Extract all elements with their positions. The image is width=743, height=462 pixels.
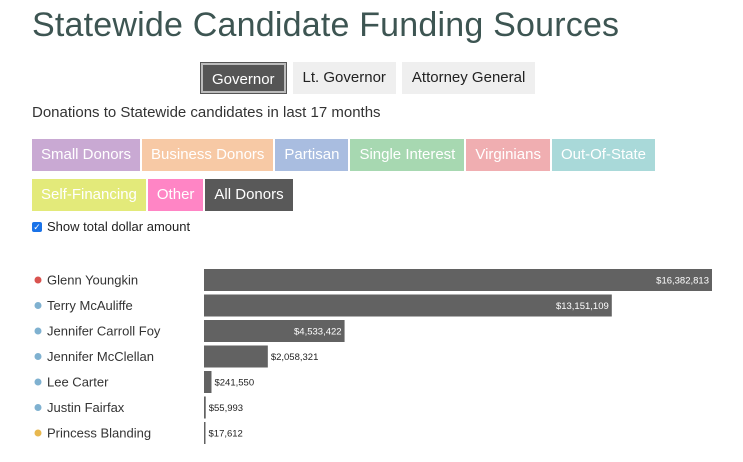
checkbox-checked-icon[interactable]: ✓ <box>32 221 42 232</box>
show-total-toggle[interactable]: ✓ Show total dollar amount <box>32 219 190 234</box>
bar-value-label: $17,612 <box>209 429 243 440</box>
party-dot <box>34 302 42 309</box>
candidate-label: Justin Fairfax <box>47 400 125 415</box>
party-dot <box>34 276 42 284</box>
office-tabs: Governor Lt. Governor Attorney General <box>200 62 541 94</box>
bar-value-label: $16,382,813 <box>656 276 709 287</box>
candidate-label: Jennifer Carroll Foy <box>47 324 161 339</box>
party-dot <box>34 429 42 437</box>
party-dot <box>34 327 42 335</box>
bar-value-label: $2,058,321 <box>271 352 319 363</box>
filter-small-donors[interactable]: Small Donors <box>32 139 141 171</box>
candidate-label: Glenn Youngkin <box>47 273 138 288</box>
bar-value-label: $4,533,422 <box>294 327 342 338</box>
party-dot <box>34 404 42 411</box>
filter-partisan[interactable]: Partisan <box>275 139 349 171</box>
candidate-label: Lee Carter <box>47 375 109 390</box>
show-total-label: Show total dollar amount <box>47 219 191 234</box>
page-title: Statewide Candidate Funding Sources <box>32 6 620 44</box>
filter-virginians[interactable]: Virginians <box>466 139 550 171</box>
chart-subtitle: Donations to Statewide candidates in las… <box>32 104 381 121</box>
filter-other[interactable]: Other <box>147 179 204 211</box>
tab-attorney-general[interactable]: Attorney General <box>401 62 536 94</box>
funding-bar <box>204 371 212 393</box>
filter-self-financing[interactable]: Self-Financing <box>32 179 146 211</box>
tab-governor[interactable]: Governor <box>200 62 287 94</box>
filter-all-donors[interactable]: All Donors <box>205 179 293 211</box>
candidate-label: Terry McAuliffe <box>47 298 133 313</box>
funding-bar-chart: Glenn Youngkin $16,382,813 Terry McAuliffe… <box>34 269 712 444</box>
tab-lt-governor[interactable]: Lt. Governor <box>292 62 396 94</box>
party-dot <box>34 353 42 360</box>
funding-bar <box>204 269 712 291</box>
bar-value-label: $241,550 <box>214 378 254 389</box>
funding-bar <box>204 422 206 444</box>
candidate-label: Princess Blanding <box>47 426 151 441</box>
funding-bar <box>204 345 268 368</box>
party-dot <box>34 378 42 386</box>
bar-value-label: $55,993 <box>209 403 243 414</box>
donor-filter-group: Small Donors Business Donors Partisan Si… <box>32 139 712 219</box>
funding-bar <box>204 396 206 419</box>
filter-business-donors[interactable]: Business Donors <box>142 139 274 171</box>
candidate-label: Jennifer McClellan <box>47 349 154 364</box>
funding-bar <box>204 320 345 342</box>
bar-value-label: $13,151,109 <box>556 301 609 312</box>
filter-out-of-state[interactable]: Out-Of-State <box>551 139 655 171</box>
funding-bar <box>204 294 612 317</box>
filter-single-interest[interactable]: Single Interest <box>350 139 465 171</box>
